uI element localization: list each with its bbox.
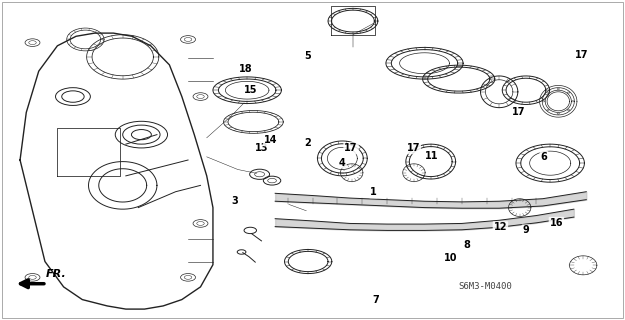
- Text: 18: 18: [239, 64, 252, 74]
- Text: 17: 17: [344, 143, 358, 153]
- Text: 7: 7: [372, 295, 379, 305]
- Text: 6: 6: [541, 152, 548, 162]
- Text: S6M3-M0400: S6M3-M0400: [459, 282, 512, 292]
- Text: 12: 12: [494, 222, 507, 232]
- Text: 10: 10: [444, 253, 458, 263]
- Text: 16: 16: [549, 218, 563, 228]
- Text: 14: 14: [264, 135, 278, 145]
- Text: FR.: FR.: [46, 269, 67, 279]
- Text: 8: 8: [463, 240, 470, 250]
- Text: 3: 3: [231, 196, 238, 206]
- Text: 9: 9: [522, 225, 529, 236]
- Text: 17: 17: [406, 143, 420, 153]
- Text: 17: 17: [512, 107, 526, 117]
- Text: 2: 2: [304, 138, 311, 148]
- Text: 13: 13: [255, 143, 268, 153]
- Text: 5: 5: [304, 51, 311, 61]
- Text: 17: 17: [574, 50, 588, 60]
- Text: 15: 15: [244, 84, 257, 95]
- Text: 11: 11: [425, 151, 439, 161]
- Text: 4: 4: [339, 157, 346, 168]
- Text: 1: 1: [370, 187, 377, 197]
